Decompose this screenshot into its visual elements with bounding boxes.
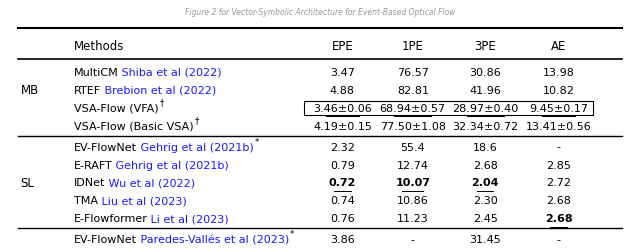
Text: 2.45: 2.45 bbox=[473, 214, 497, 224]
Text: 0.76: 0.76 bbox=[330, 214, 355, 224]
Text: SL: SL bbox=[20, 176, 35, 189]
Text: *: * bbox=[255, 137, 259, 146]
Text: 30.86: 30.86 bbox=[469, 68, 501, 78]
Text: Methods: Methods bbox=[74, 40, 124, 53]
Text: VSA-Flow (VFA): VSA-Flow (VFA) bbox=[74, 103, 158, 113]
Text: 3.47: 3.47 bbox=[330, 68, 355, 78]
Text: 0.79: 0.79 bbox=[330, 160, 355, 170]
Text: 4.19±0.15: 4.19±0.15 bbox=[313, 121, 372, 131]
Text: VSA-Flow (Basic VSA): VSA-Flow (Basic VSA) bbox=[74, 121, 193, 131]
Text: 55.4: 55.4 bbox=[401, 142, 425, 152]
Text: 13.41±0.56: 13.41±0.56 bbox=[526, 121, 591, 131]
Text: 76.57: 76.57 bbox=[397, 68, 429, 78]
Text: 77.50±1.08: 77.50±1.08 bbox=[380, 121, 446, 131]
Text: 68.94±0.57: 68.94±0.57 bbox=[380, 103, 446, 113]
Text: 2.68: 2.68 bbox=[547, 196, 571, 205]
Text: MB: MB bbox=[20, 84, 39, 97]
Text: 32.34±0.72: 32.34±0.72 bbox=[452, 121, 518, 131]
Text: †: † bbox=[195, 116, 199, 125]
Text: TMA: TMA bbox=[74, 196, 98, 205]
Text: 3PE: 3PE bbox=[474, 40, 496, 53]
Text: 10.07: 10.07 bbox=[396, 178, 430, 188]
Text: EV-FlowNet: EV-FlowNet bbox=[74, 234, 136, 244]
Text: 0.74: 0.74 bbox=[330, 196, 355, 205]
Bar bbox=[304, 101, 593, 115]
Text: 1PE: 1PE bbox=[402, 40, 424, 53]
Text: †: † bbox=[159, 98, 164, 107]
Text: 10.82: 10.82 bbox=[543, 86, 575, 95]
Text: Shiba et al (2022): Shiba et al (2022) bbox=[118, 68, 222, 78]
Text: Figure 2 for Vector-Symbolic Architecture for Event-Based Optical Flow: Figure 2 for Vector-Symbolic Architectur… bbox=[185, 8, 455, 16]
Text: 41.96: 41.96 bbox=[469, 86, 501, 95]
Text: 82.81: 82.81 bbox=[397, 86, 429, 95]
Text: MultiCM: MultiCM bbox=[74, 68, 118, 78]
Text: Brebion et al (2022): Brebion et al (2022) bbox=[100, 86, 216, 95]
Text: EV-FlowNet: EV-FlowNet bbox=[74, 142, 136, 152]
Text: Gehrig et al (2021b): Gehrig et al (2021b) bbox=[136, 142, 253, 152]
Text: 2.68: 2.68 bbox=[545, 214, 573, 224]
Text: *: * bbox=[290, 230, 294, 238]
Text: EPE: EPE bbox=[332, 40, 353, 53]
Text: 13.98: 13.98 bbox=[543, 68, 575, 78]
Text: 28.97±0.40: 28.97±0.40 bbox=[452, 103, 518, 113]
Text: 2.32: 2.32 bbox=[330, 142, 355, 152]
Text: Wu et al (2022): Wu et al (2022) bbox=[105, 178, 195, 188]
Text: Li et al (2023): Li et al (2023) bbox=[147, 214, 229, 224]
Text: 2.72: 2.72 bbox=[546, 178, 572, 188]
Text: 12.74: 12.74 bbox=[397, 160, 429, 170]
Text: 2.30: 2.30 bbox=[473, 196, 497, 205]
Text: 2.85: 2.85 bbox=[547, 160, 571, 170]
Text: 18.6: 18.6 bbox=[473, 142, 497, 152]
Text: 31.45: 31.45 bbox=[469, 234, 501, 244]
Text: -: - bbox=[557, 234, 561, 244]
Text: -: - bbox=[557, 142, 561, 152]
Text: 2.04: 2.04 bbox=[472, 178, 499, 188]
Text: 0.72: 0.72 bbox=[329, 178, 356, 188]
Text: IDNet: IDNet bbox=[74, 178, 105, 188]
Text: E-RAFT: E-RAFT bbox=[74, 160, 113, 170]
Text: AE: AE bbox=[551, 40, 566, 53]
Text: 3.86: 3.86 bbox=[330, 234, 355, 244]
Text: E-Flowformer: E-Flowformer bbox=[74, 214, 147, 224]
Text: RTEF: RTEF bbox=[74, 86, 100, 95]
Text: 11.23: 11.23 bbox=[397, 214, 429, 224]
Text: Liu et al (2023): Liu et al (2023) bbox=[98, 196, 186, 205]
Text: Gehrig et al (2021b): Gehrig et al (2021b) bbox=[113, 160, 229, 170]
Text: -: - bbox=[411, 234, 415, 244]
Text: 4.88: 4.88 bbox=[330, 86, 355, 95]
Text: 10.86: 10.86 bbox=[397, 196, 429, 205]
Text: Paredes-Vallés et al (2023): Paredes-Vallés et al (2023) bbox=[136, 234, 289, 244]
Text: 3.46±0.06: 3.46±0.06 bbox=[313, 103, 372, 113]
Text: 2.68: 2.68 bbox=[473, 160, 497, 170]
Text: 9.45±0.17: 9.45±0.17 bbox=[529, 103, 588, 113]
